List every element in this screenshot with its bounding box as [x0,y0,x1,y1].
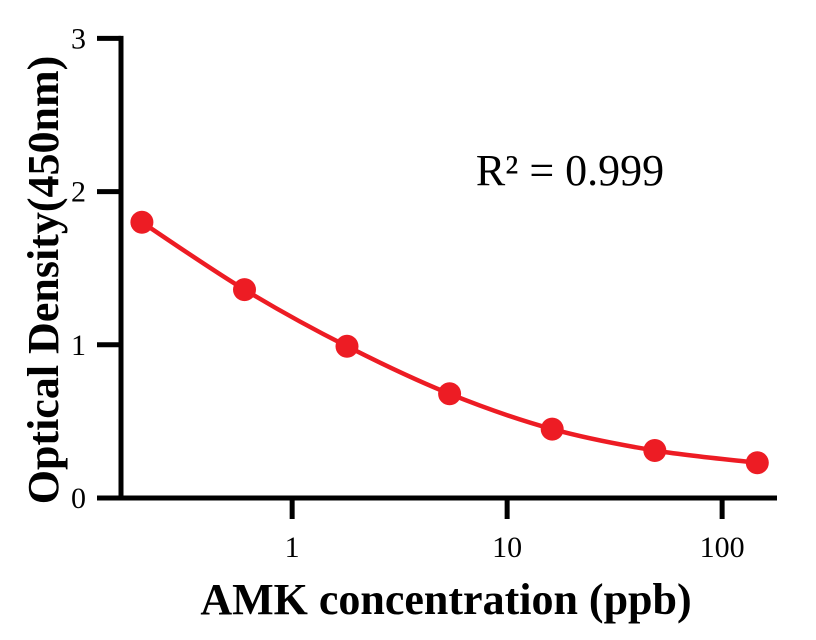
y-tick-label: 0 [71,482,86,515]
x-tick-label: 10 [492,531,522,564]
r-squared-annotation: R² = 0.999 [476,146,664,195]
y-tick-label: 3 [71,22,86,55]
y-tick-label: 1 [71,329,86,362]
chart-generated-layer: 0 1 2 3 1 10 100 [71,22,777,564]
data-point-marker [438,382,462,406]
data-point-marker [335,334,359,358]
fit-curve [140,220,758,466]
x-tick-label: 100 [700,531,745,564]
data-point-marker [130,210,154,234]
x-tick-label: 1 [285,531,300,564]
y-tick-label: 2 [71,176,86,209]
data-point-marker [643,439,667,462]
y-axis-title: Optical Density(450nm) [19,56,68,505]
data-point-marker [540,417,564,441]
x-axis-title: AMK concentration (ppb) [200,575,691,624]
data-point-marker [233,278,256,302]
data-point-marker [745,451,769,475]
